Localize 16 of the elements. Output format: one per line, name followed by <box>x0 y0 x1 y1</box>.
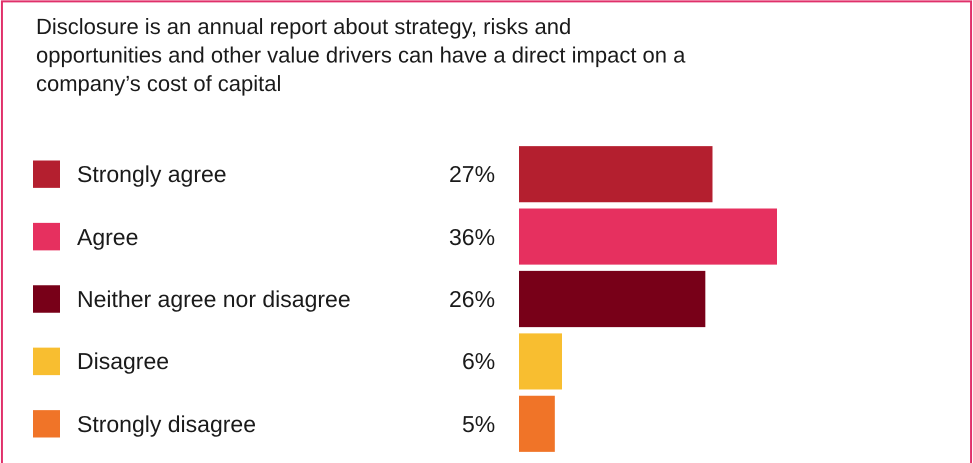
bar <box>519 396 555 452</box>
y-tick-label: Neither agree nor disagree <box>77 286 351 312</box>
y-tick-label: Strongly agree <box>77 161 227 187</box>
data-label: 27% <box>449 161 496 187</box>
data-label: 5% <box>462 411 496 437</box>
data-label: 6% <box>462 348 496 374</box>
y-tick-label: Strongly disagree <box>77 411 256 437</box>
bar <box>519 208 777 265</box>
data-label: 26% <box>449 286 496 312</box>
data-label: 36% <box>449 224 496 250</box>
bar <box>519 333 562 390</box>
chart-title: Disclosure is an annual report about strategy, risks and opportunities and other value drivers can have a direct impact on a company’s cost of capital <box>36 14 686 96</box>
y-tick-label: Agree <box>77 224 138 250</box>
bar <box>519 270 706 328</box>
bar <box>519 146 712 202</box>
y-tick-label: Disagree <box>77 348 170 374</box>
